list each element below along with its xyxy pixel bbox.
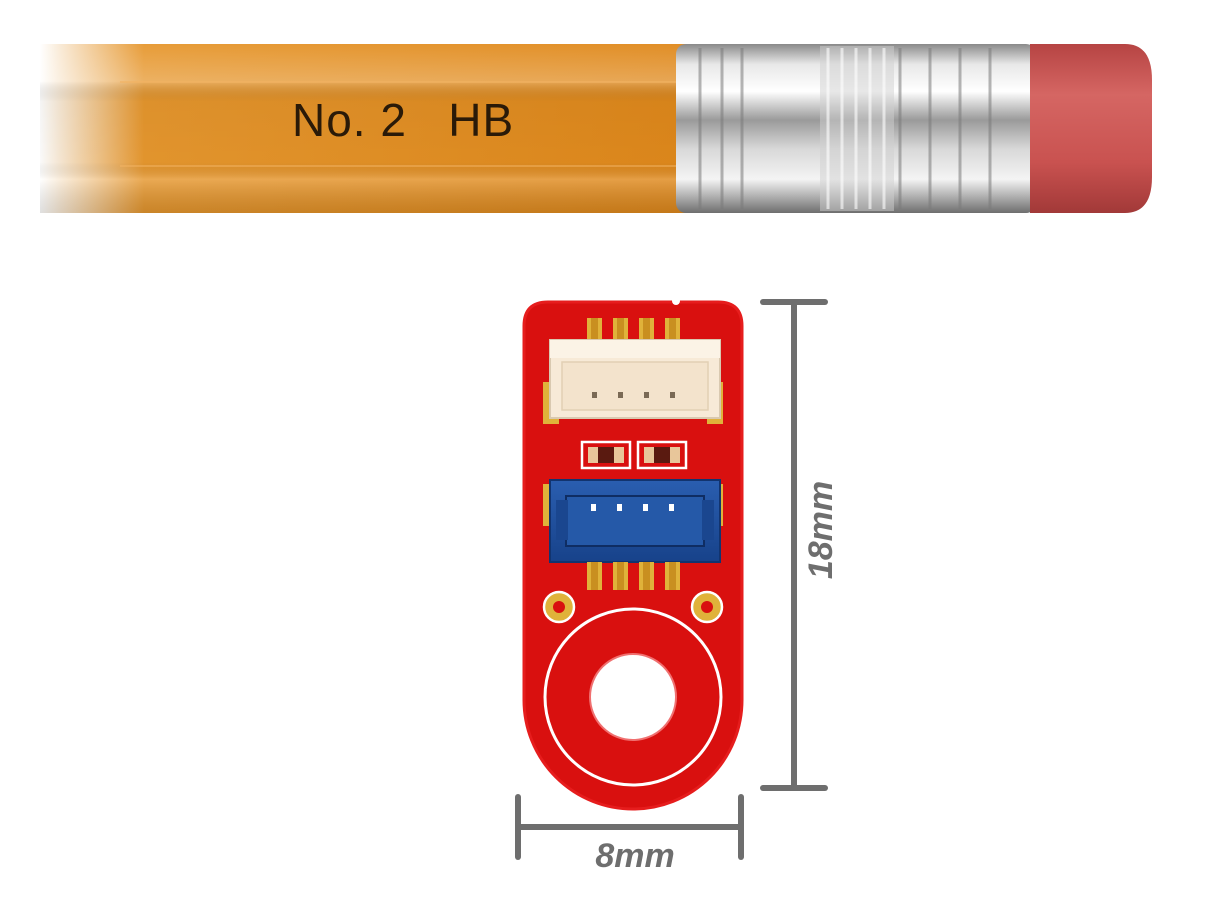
blue-connector xyxy=(549,479,721,563)
pencil-imprint: No. 2 HB xyxy=(292,94,514,146)
width-dimension: 8mm xyxy=(515,794,744,875)
height-label: 18mm xyxy=(802,481,840,579)
pencil-ferrule xyxy=(676,44,1036,213)
gold-vias xyxy=(542,590,724,624)
pencil-eraser xyxy=(1030,44,1152,213)
width-label: 8mm xyxy=(595,837,674,875)
mounting-hole xyxy=(543,607,723,787)
sensor-module xyxy=(522,297,744,811)
height-dimension: 18mm xyxy=(760,299,840,791)
white-connector xyxy=(549,339,721,419)
pencil: No. 2 HB xyxy=(40,44,1152,213)
smd-resistors xyxy=(580,440,688,470)
bottom-header-pins xyxy=(587,562,680,590)
